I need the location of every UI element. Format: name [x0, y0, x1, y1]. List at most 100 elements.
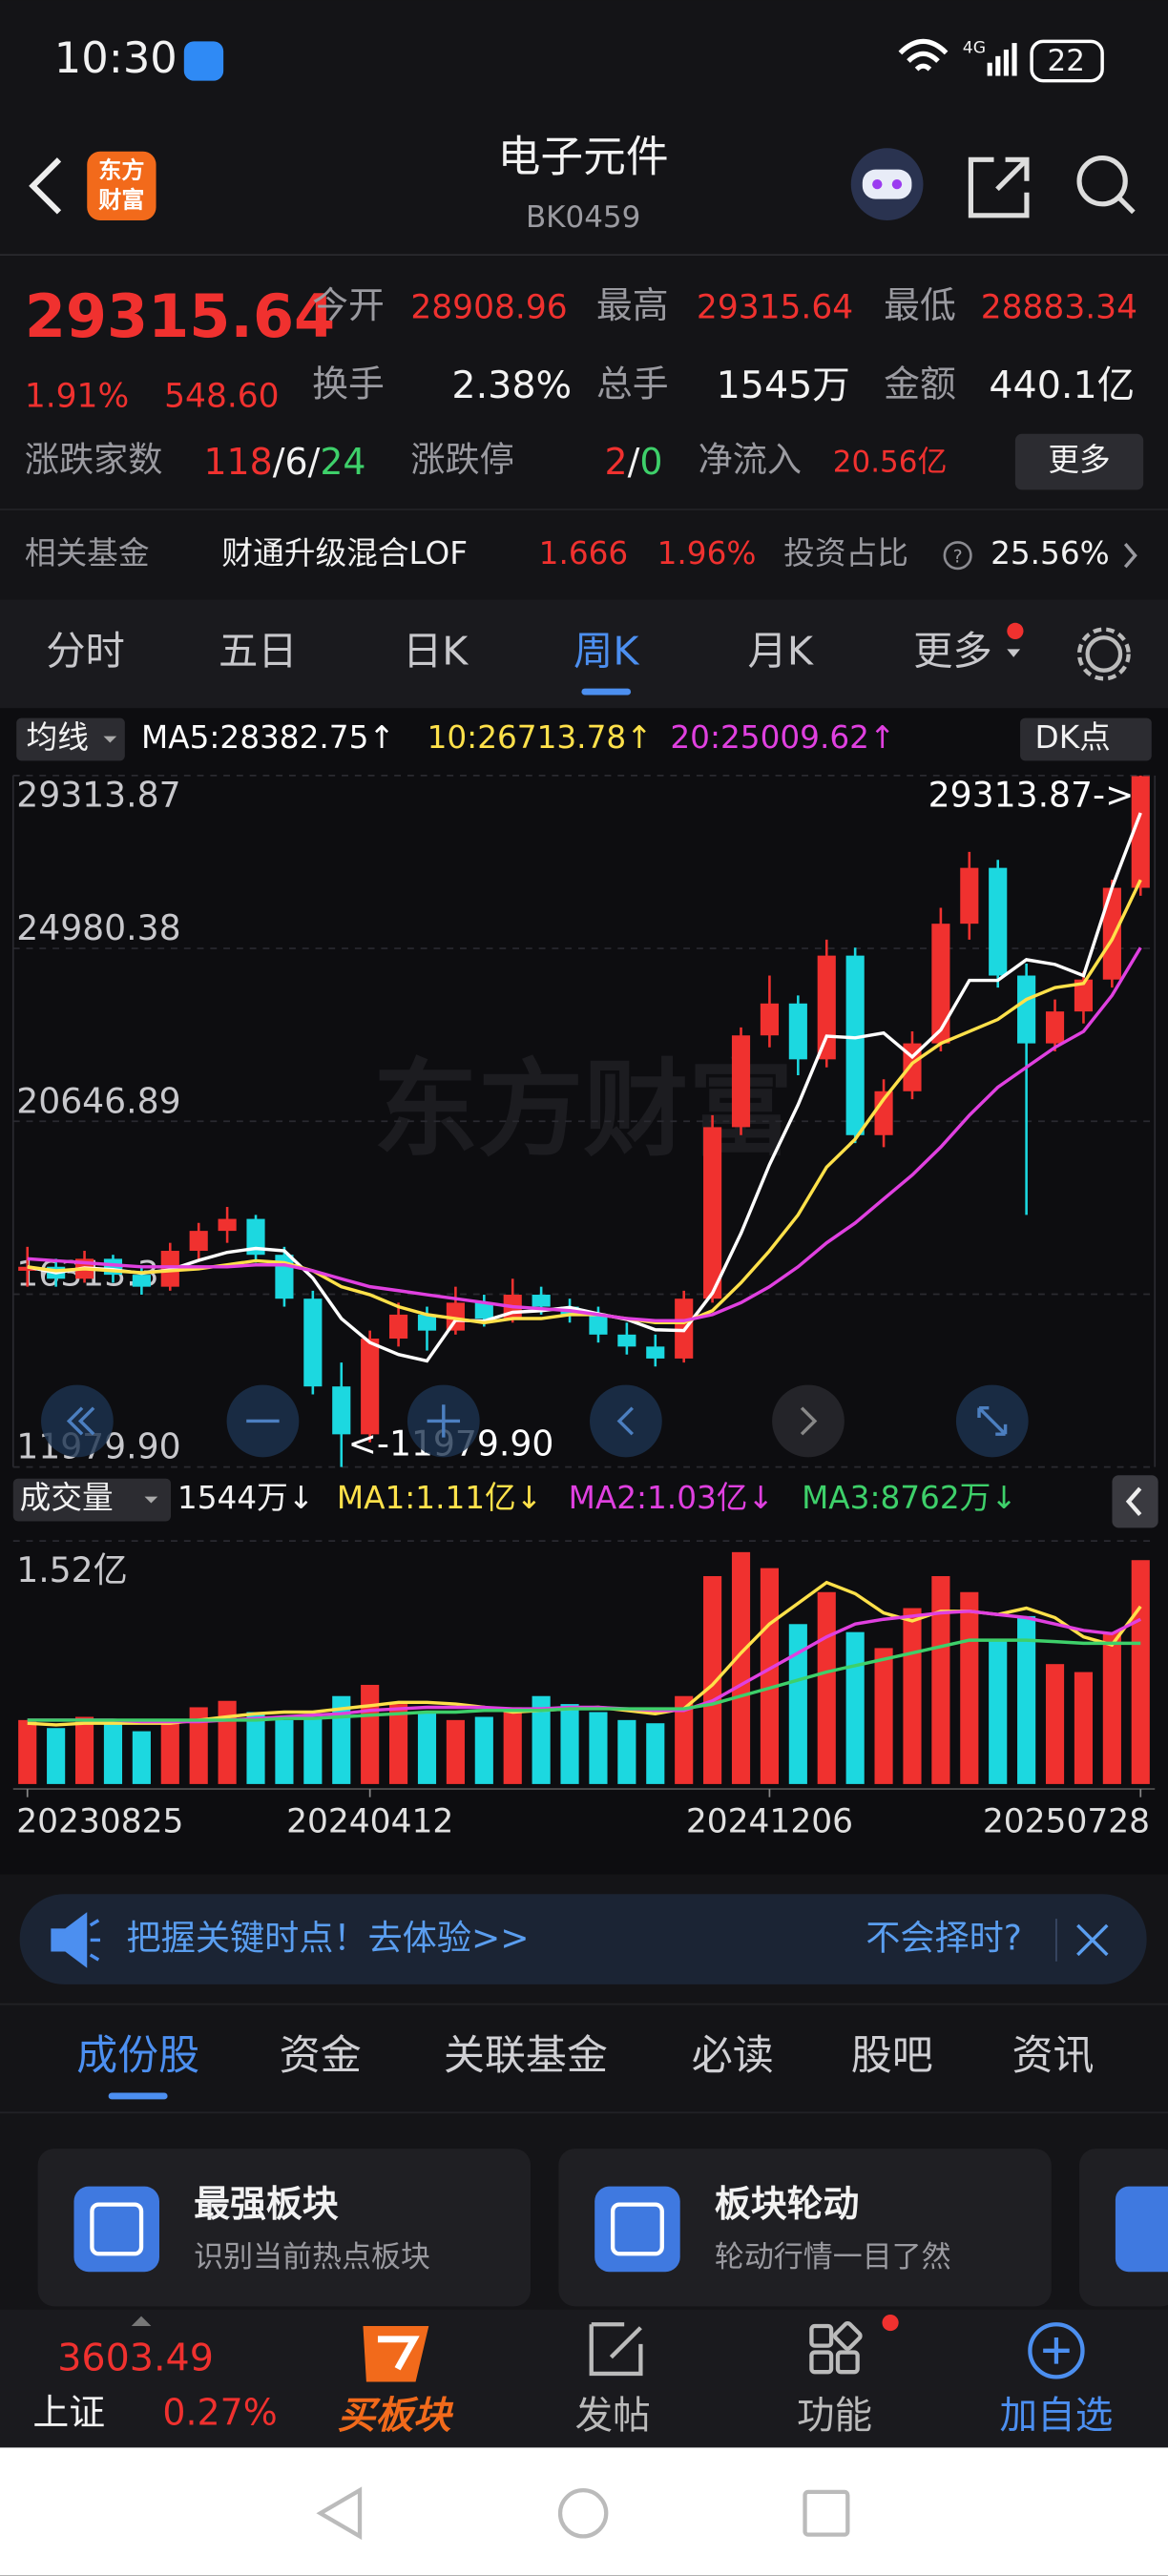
- scroll-left[interactable]: [590, 1384, 662, 1458]
- period-tab[interactable]: 周K: [574, 628, 639, 674]
- dk-button[interactable]: [1020, 717, 1152, 761]
- max-annotation: 29313.87->: [928, 774, 1135, 815]
- volume-bar: [160, 1719, 179, 1784]
- candle-body: [246, 1218, 265, 1256]
- scroll-right[interactable]: [772, 1384, 845, 1458]
- period-tabs: 分时 五日 日K 周K 月K 更多: [46, 628, 1021, 696]
- volume-bar: [675, 1695, 694, 1784]
- volume-select[interactable]: [12, 1478, 172, 1522]
- limit-down: 0: [639, 440, 662, 482]
- candle-body: [1074, 979, 1094, 1012]
- sector-code: BK0459: [526, 200, 640, 235]
- index-name: 上证: [32, 2391, 105, 2433]
- card[interactable]: [558, 2149, 1052, 2307]
- period-tab[interactable]: 分时: [46, 628, 125, 674]
- index-toggle[interactable]: [131, 2316, 152, 2326]
- candle-body: [1017, 975, 1036, 1044]
- volume-label: 成交量: [20, 1480, 114, 1516]
- function-icon: [809, 2320, 863, 2375]
- search-button[interactable]: [1076, 156, 1136, 215]
- volume-bar: [18, 1719, 37, 1784]
- period-tab[interactable]: 月K: [748, 628, 814, 674]
- down-count: 24: [320, 440, 365, 482]
- stat-label: 最低: [884, 284, 956, 326]
- close-banner[interactable]: [1076, 1923, 1109, 1957]
- breadth-label: 涨跌家数: [25, 439, 163, 480]
- candle-body: [646, 1346, 665, 1359]
- logo-text: 财富: [98, 186, 144, 213]
- assistant-icon[interactable]: [850, 148, 924, 221]
- sub-tab[interactable]: 成份股: [76, 2032, 199, 2080]
- period-tab[interactable]: 更多: [913, 628, 992, 674]
- candle-body: [989, 867, 1008, 976]
- period-tab[interactable]: 日K: [403, 628, 469, 674]
- candle-body: [1131, 776, 1150, 888]
- candle-body: [446, 1302, 465, 1331]
- volume-bar: [503, 1707, 522, 1784]
- sub-tab[interactable]: 资金: [280, 2032, 362, 2080]
- help-icon[interactable]: [943, 541, 972, 571]
- banner[interactable]: [19, 1894, 1147, 1984]
- scroll-left-fast[interactable]: [41, 1384, 114, 1458]
- volume-bar: [788, 1624, 807, 1784]
- volume-bar: [132, 1731, 151, 1784]
- sub-tab[interactable]: 关联基金: [444, 2032, 608, 2080]
- back-button[interactable]: [29, 157, 62, 215]
- more-button[interactable]: [1014, 433, 1144, 490]
- candle-body: [703, 1127, 722, 1299]
- candle-body: [931, 924, 950, 1044]
- speaker-icon: [51, 1912, 101, 1968]
- stat-value: 28883.34: [981, 288, 1137, 326]
- legend-entry: 20:25009.62↑: [670, 719, 895, 756]
- zoom-in[interactable]: [407, 1384, 480, 1458]
- period-tab[interactable]: 五日: [219, 628, 298, 674]
- fund-name[interactable]: 财通升级混合LOF: [221, 535, 468, 571]
- share-button[interactable]: [968, 156, 1030, 218]
- breadth-value: 118/6/24: [203, 440, 365, 482]
- stat-value: 2.38%: [451, 364, 572, 407]
- volume-bar: [446, 1719, 465, 1784]
- zoom-out[interactable]: [226, 1384, 300, 1458]
- candle-body: [18, 1266, 37, 1271]
- x-tick-label: 20241206: [686, 1803, 853, 1841]
- settings-button[interactable]: [1076, 627, 1131, 681]
- volume-bar: [560, 1704, 579, 1784]
- badge: [1007, 622, 1024, 639]
- nav-back[interactable]: [316, 2486, 363, 2541]
- candle-body: [1045, 1011, 1065, 1044]
- nav-item[interactable]: 发帖: [575, 2394, 651, 2438]
- sub-tab[interactable]: 股吧: [851, 2032, 933, 2080]
- volume-bar: [1074, 1672, 1094, 1784]
- sub-tab[interactable]: 必读: [692, 2032, 774, 2080]
- nav-item[interactable]: 买板块: [338, 2394, 454, 2438]
- nav-item[interactable]: 加自选: [1000, 2394, 1114, 2438]
- post-icon: [589, 2322, 643, 2377]
- fullscreen[interactable]: [955, 1384, 1029, 1458]
- volume-bar: [1045, 1664, 1065, 1784]
- limit-label: 涨跌停: [410, 439, 513, 480]
- volume-chart: 1.52亿 20230825 20240412 20241206 20250728: [12, 1540, 1156, 1841]
- nav-recent[interactable]: [803, 2489, 850, 2537]
- stats: 今开 28908.96 最高 29315.64 最低 28883.34 换手 2.38% 总手 1…: [312, 284, 1137, 407]
- y-tick-label: 1.52亿: [16, 1549, 128, 1590]
- volume-bar: [103, 1723, 123, 1784]
- dropdown-arrow: [1007, 649, 1021, 657]
- nav-item[interactable]: 功能: [797, 2394, 872, 2438]
- dk-label: DK点: [1035, 719, 1111, 756]
- candle-body: [731, 1035, 751, 1128]
- card-desc: 识别当前热点板块: [194, 2240, 430, 2275]
- candle-body: [960, 867, 979, 924]
- volume-bar: [646, 1723, 665, 1784]
- card[interactable]: [37, 2149, 532, 2307]
- change-pct: 1.91%: [25, 377, 129, 415]
- volume-bar: [417, 1712, 437, 1784]
- collapse-button[interactable]: [1112, 1475, 1158, 1528]
- logo[interactable]: [87, 151, 156, 221]
- volume-bar: [1131, 1560, 1150, 1784]
- nav-home[interactable]: [557, 2488, 609, 2539]
- candle-body: [332, 1386, 351, 1435]
- indicator-select[interactable]: [16, 717, 125, 761]
- network-type: 4G: [963, 38, 986, 57]
- sub-tab[interactable]: 资讯: [1012, 2032, 1094, 2080]
